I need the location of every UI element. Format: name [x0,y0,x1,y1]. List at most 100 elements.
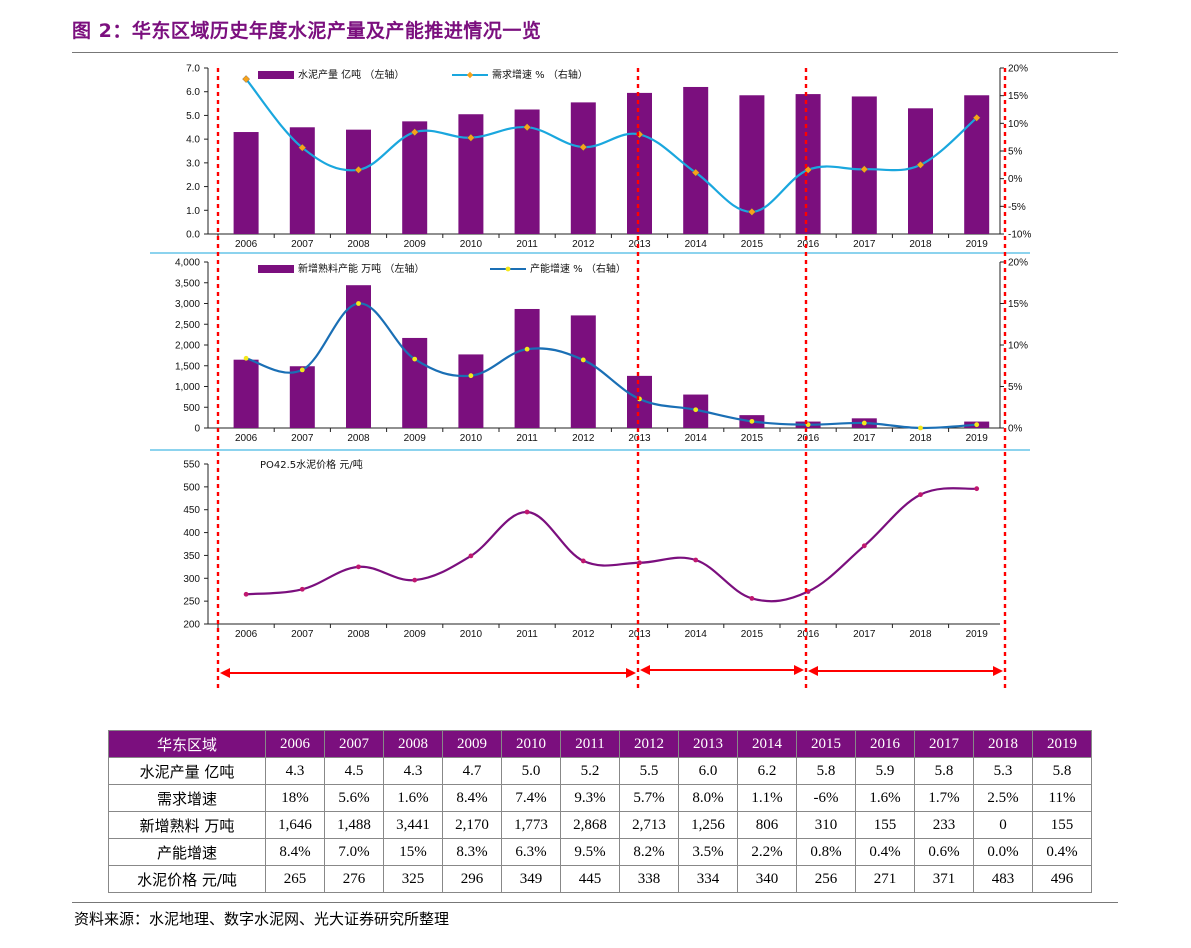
line-marker [972,113,981,122]
table-cell: 334 [678,865,738,893]
table-header-year: 2018 [973,730,1033,758]
table-cell: 5.7% [619,784,679,812]
table-header-year: 2010 [501,730,561,758]
x-tick-label: 2010 [460,239,483,250]
table-cell: 1.1% [737,784,797,812]
era-arrow-head [794,665,804,675]
right-tick-label: 20% [1008,64,1028,75]
x-tick-label: 2012 [572,433,595,444]
era-arrow-head [626,668,636,678]
legend-line-marker [505,266,511,272]
left-tick-label: 300 [183,574,200,585]
table-cell: 483 [973,865,1033,893]
x-tick-label: 2008 [347,239,370,250]
table-cell: 6.0 [678,757,738,785]
x-tick-label: 2008 [347,433,370,444]
line-marker [524,346,530,352]
source-note: 资料来源：水泥地理、数字水泥网、光大证券研究所整理 [74,910,450,928]
left-tick-label: 4.0 [186,135,200,146]
left-tick-label: 5.0 [186,111,200,122]
line-marker [356,301,361,306]
line-marker [637,560,642,566]
bar [289,127,315,234]
series-line [246,487,977,603]
x-tick-label: 2016 [797,239,820,250]
table-cell: 6.3% [501,838,561,866]
title-rule [72,52,1118,53]
table-cell: 0 [973,811,1033,839]
table-cell: 338 [619,865,679,893]
left-tick-label: 3,000 [175,299,200,310]
table-cell: 0.6% [914,838,974,866]
line-marker [691,168,700,177]
table-header-year: 2012 [619,730,679,758]
table-cell: 349 [501,865,561,893]
era-arrow-head [808,666,818,676]
table-cell: 233 [914,811,974,839]
table-cell: 15% [383,838,443,866]
table-header-year: 2015 [796,730,856,758]
x-tick-label: 2019 [966,239,989,250]
x-tick-label: 2019 [966,629,989,640]
table-cell: 7.0% [324,838,384,866]
x-tick-label: 2007 [291,239,314,250]
legend-bar-swatch [258,71,294,79]
x-tick-label: 2010 [460,629,483,640]
table-cell: 2,170 [442,811,502,839]
table-cell: 8.4% [265,838,325,866]
table-cell: 9.5% [560,838,620,866]
right-tick-label: 20% [1008,258,1028,269]
x-tick-label: 2013 [628,433,651,444]
table-cell: 8.3% [442,838,502,866]
table-cell: 325 [383,865,443,893]
table-cell: 1,773 [501,811,561,839]
x-tick-label: 2017 [853,433,876,444]
table-cell: 1,488 [324,811,384,839]
table-cell: 296 [442,865,502,893]
bar [346,129,371,234]
x-tick-label: 2012 [572,239,595,250]
left-tick-label: 450 [183,505,200,516]
table-cell: 5.6% [324,784,384,812]
table-header-year: 2014 [737,730,797,758]
source-rule [72,902,1118,903]
left-tick-label: 7.0 [186,64,200,75]
x-tick-label: 2013 [628,629,651,640]
x-tick-label: 2016 [797,433,820,444]
table-cell: 265 [265,865,325,893]
x-tick-label: 2009 [404,239,427,250]
left-tick-label: 550 [183,460,200,471]
left-tick-label: 200 [183,620,200,631]
right-tick-label: 10% [1008,341,1028,352]
table-cell: 2,868 [560,811,620,839]
x-tick-label: 2007 [291,629,314,640]
legend-line-label: 需求增速 % （右轴） [492,68,588,81]
table-header-year: 2016 [855,730,915,758]
legend-line-label: 产能增速 % （右轴） [530,262,626,275]
x-tick-label: 2009 [404,629,427,640]
left-tick-label: 500 [183,482,200,493]
right-tick-label: -10% [1008,230,1031,241]
table-cell: 1,646 [265,811,325,839]
line-marker [749,596,755,601]
table-cell: 0.8% [796,838,856,866]
bar [795,94,821,234]
left-tick-label: 2,000 [175,341,200,352]
table-cell: 340 [737,865,797,893]
x-tick-label: 2017 [853,239,876,250]
table-header-year: 2008 [383,730,443,758]
bar [233,359,259,428]
table-row-label: 新增熟料 万吨 [108,811,266,839]
era-arrow-head [640,665,650,675]
table-cell: 5.8 [1032,757,1092,785]
x-tick-label: 2012 [572,629,595,640]
line-marker [861,543,867,549]
x-tick-label: 2006 [235,433,258,444]
left-tick-label: 0 [194,424,200,435]
table-cell: 1.6% [383,784,443,812]
x-tick-label: 2011 [516,239,538,250]
x-tick-label: 2019 [966,433,989,444]
x-tick-label: 2016 [797,629,820,640]
table-cell: 6.2 [737,757,797,785]
table-cell: 8.0% [678,784,738,812]
